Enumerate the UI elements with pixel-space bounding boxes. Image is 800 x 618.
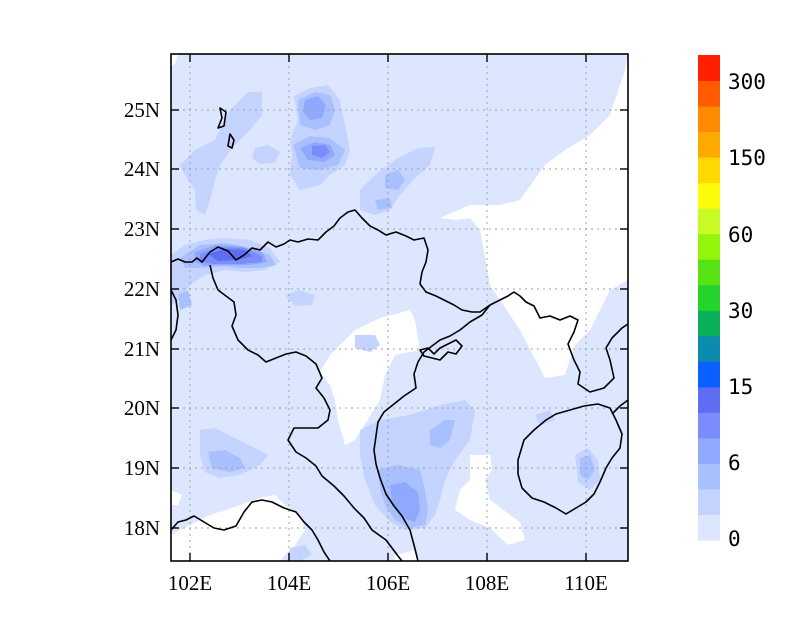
border-laos-south: [171, 499, 331, 561]
colorbar-swatch: [698, 157, 720, 184]
colorbar-swatch: [698, 259, 720, 286]
colorbar-swatch: [698, 386, 720, 413]
colorbar-swatch: [698, 437, 720, 464]
axis-ticks: [171, 54, 628, 561]
map-boundaries: [171, 107, 628, 561]
coast-vietnam: [489, 291, 628, 393]
colorbar-swatch: [698, 182, 720, 209]
lat-tick-labels: 18N 19N 20N 21N 22N 23N 24N 25N: [124, 98, 160, 540]
lon-label-106e: 106E: [366, 571, 410, 595]
colorbar-swatch: [698, 310, 720, 337]
colorbar-swatch: [698, 412, 720, 439]
colorbar-swatch: [698, 463, 720, 490]
colorbar-swatch: [698, 80, 720, 107]
colorbar-swatch: [698, 284, 720, 311]
colorbar-swatch: [698, 488, 720, 515]
no-precip-center: [320, 310, 420, 445]
border-laos-west: [209, 264, 403, 561]
no-precip-w-small: [171, 490, 182, 505]
lat-label-25n: 25N: [124, 98, 160, 122]
lat-label-20n: 20N: [124, 396, 160, 420]
coast-gulf: [373, 304, 491, 561]
lake-shape: [217, 107, 227, 129]
border-north: [171, 209, 491, 313]
colorbar-label-15: 15: [728, 375, 753, 399]
no-precip-south: [455, 455, 525, 545]
colorbar-swatch: [698, 106, 720, 133]
colorbar-swatch: [698, 55, 720, 82]
map-frame: [170, 53, 629, 562]
lat-label-24n: 24N: [124, 157, 160, 181]
lat-label-23n: 23N: [124, 217, 160, 241]
border-myanmar: [171, 289, 179, 341]
colorbar-label-150: 150: [728, 146, 766, 170]
colorbar-label-300: 300: [728, 70, 766, 94]
lat-label-18n: 18N: [124, 516, 160, 540]
colorbar-swatch: [698, 131, 720, 158]
precip-level-6: [208, 249, 252, 261]
lon-label-104e: 104E: [267, 571, 311, 595]
colorbar-swatch: [698, 233, 720, 260]
colorbar-swatch: [698, 208, 720, 235]
colorbar-swatch: [698, 335, 720, 362]
lat-label-21n: 21N: [124, 337, 160, 361]
colorbar-swatch: [698, 361, 720, 388]
colorbar-label-6: 6: [728, 451, 741, 475]
colorbar-labels: 0 6 15 30 60 150 300: [728, 70, 766, 551]
no-precip-nw-corner: [171, 54, 178, 66]
lat-label-22n: 22N: [124, 277, 160, 301]
colorbar: [698, 55, 720, 541]
coast-east: [611, 399, 628, 415]
colorbar-label-0: 0: [728, 527, 741, 551]
lon-label-108e: 108E: [465, 571, 509, 595]
islands-halong: [419, 339, 463, 361]
lon-tick-labels: 102E 104E 106E 108E 110E: [168, 571, 608, 595]
lat-label-19n: 19N: [124, 456, 160, 480]
colorbar-swatch: [698, 514, 720, 541]
colorbar-label-60: 60: [728, 223, 753, 247]
lon-label-110e: 110E: [564, 571, 608, 595]
lon-label-102e: 102E: [168, 571, 212, 595]
map-plot-area: [171, 54, 628, 561]
lake-shape-2: [227, 133, 235, 149]
no-precip-ne: [440, 54, 628, 378]
coast-hainan: [517, 403, 623, 515]
no-precip-bottom: [395, 550, 420, 561]
colorbar-label-30: 30: [728, 299, 753, 323]
